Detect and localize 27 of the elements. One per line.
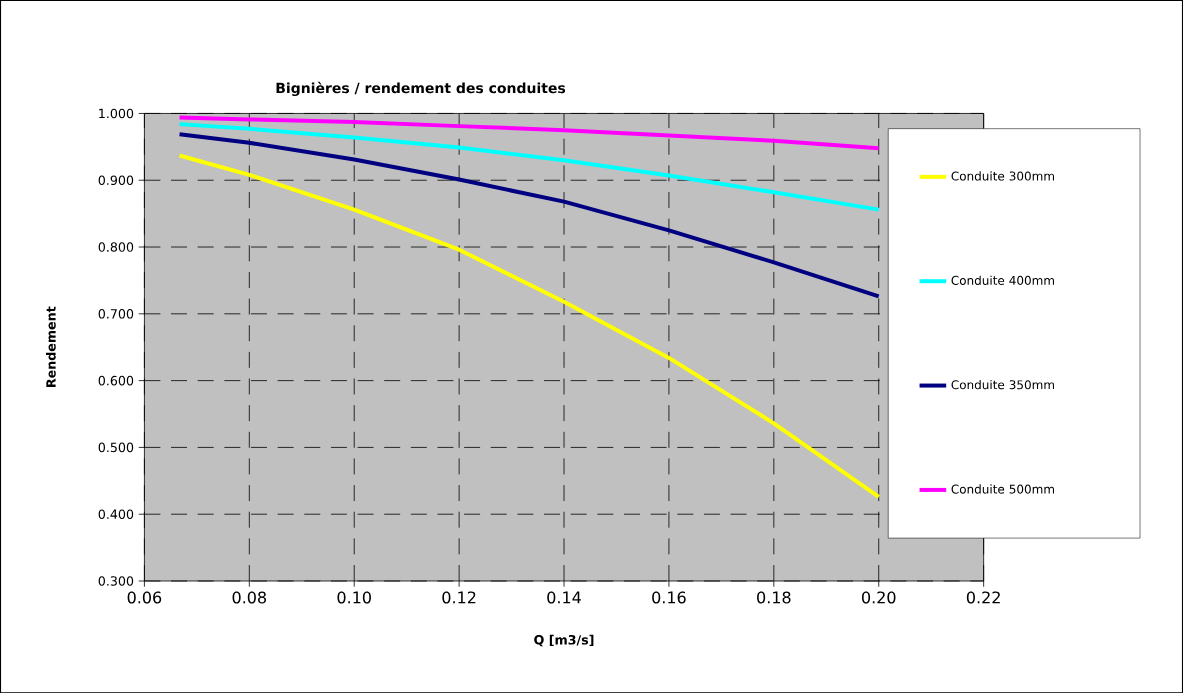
y-tick-label: 0.700 [98, 308, 134, 319]
x-tick-label: 0.22 [966, 591, 1000, 604]
y-tick-label: 0.500 [98, 442, 134, 452]
legend-label: Conduite 400mm [951, 275, 1054, 285]
y-axis-title: Rendement [45, 306, 56, 387]
line-series [177, 131, 881, 299]
legend-label: Conduite 500mm [951, 484, 1054, 494]
line-series [177, 153, 881, 499]
y-tick-label: 0.900 [98, 175, 134, 185]
y-tick-label: 0.600 [98, 375, 134, 386]
line-series [177, 121, 881, 212]
x-tick-label: 0.10 [337, 591, 371, 604]
x-tick-label: 0.18 [757, 591, 791, 604]
x-tick-label: 0.12 [442, 591, 476, 604]
y-tick-label: 0.300 [98, 575, 134, 586]
y-tick-label: 0.400 [98, 509, 134, 519]
x-tick-label: 0.14 [547, 591, 581, 604]
legend-label: Conduite 300mm [951, 171, 1054, 181]
legend-label: Conduite 350mm [951, 379, 1054, 390]
y-tick-label: 0.800 [98, 242, 134, 252]
x-tick-label: 0.16 [652, 591, 686, 604]
x-axis-title: Q [m3/s] [534, 634, 594, 647]
x-tick-label: 0.08 [232, 591, 266, 604]
chart-title: Bignières / rendement des conduites [276, 81, 566, 96]
x-tick-label: 0.06 [127, 591, 162, 604]
x-tick-label: 0.20 [862, 591, 896, 604]
y-tick-label: 1.000 [99, 108, 134, 119]
